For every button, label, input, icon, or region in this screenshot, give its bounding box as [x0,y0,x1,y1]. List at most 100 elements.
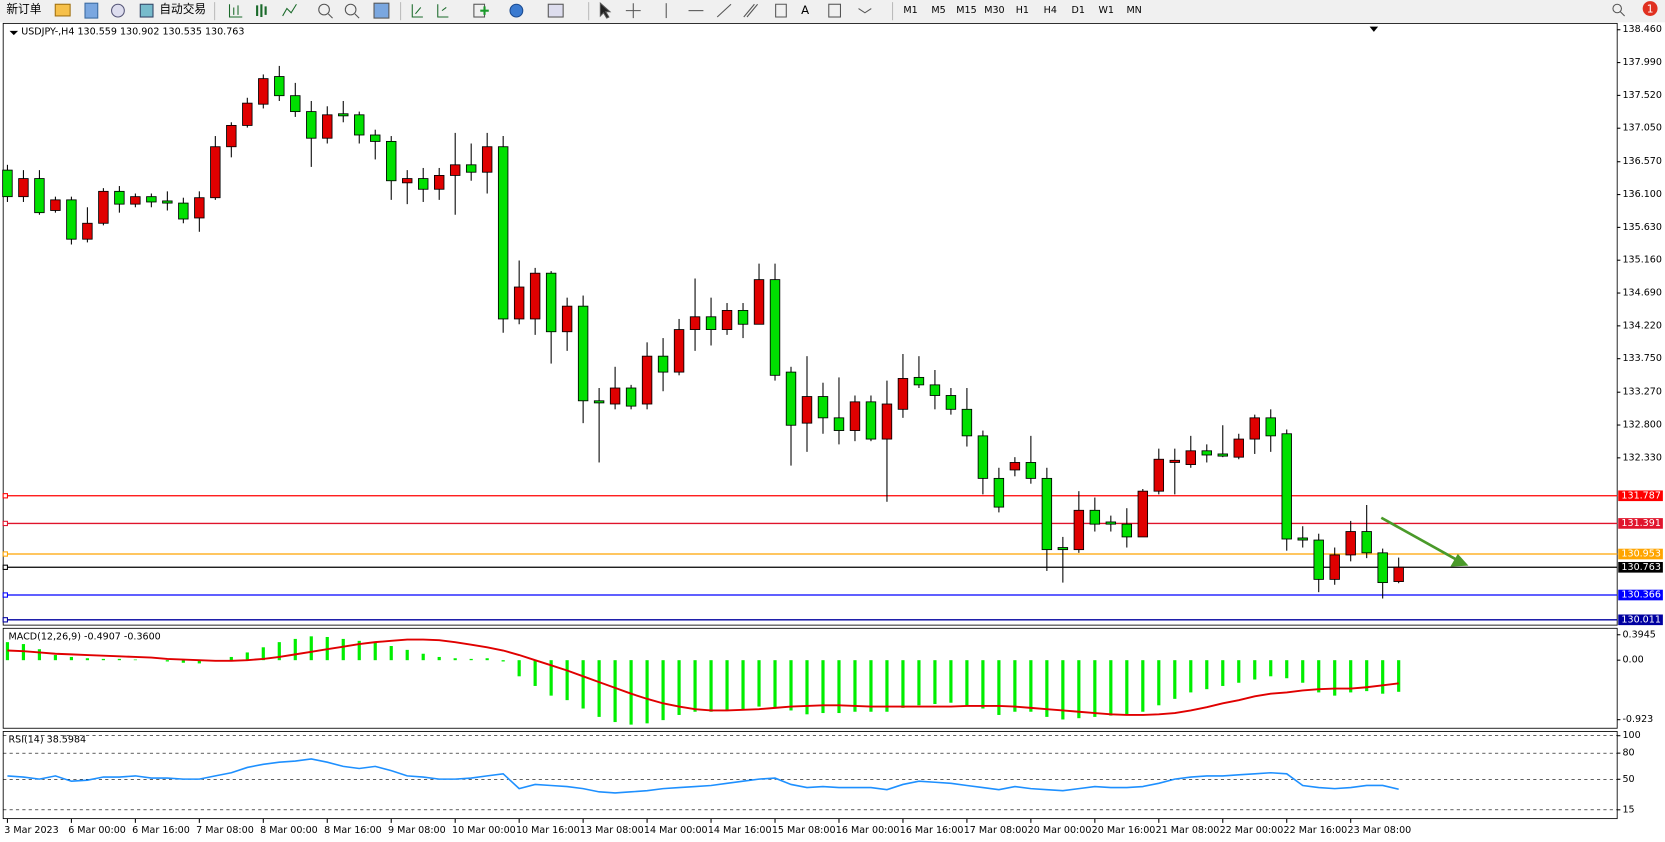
candle-body [290,95,301,113]
candle-body [865,401,877,440]
y-tick-label: 137.050 [1622,123,1661,134]
candle-body [1217,453,1228,457]
candle-body [785,371,797,426]
candle-body [98,190,109,224]
candle-body [370,134,381,142]
x-tick-label: 17 Mar 08:00 [964,825,1028,836]
x-tick-label: 9 Mar 08:00 [388,825,446,836]
candle-body [114,190,125,205]
timeframe-button[interactable]: M30 [984,5,1004,16]
candle-body [1105,521,1117,525]
timeframe-button[interactable]: W1 [1098,5,1114,16]
candle-body [1265,417,1276,437]
level-label-bg [1618,518,1663,529]
y-tick-label: 80 [1622,748,1634,759]
x-tick-label: 10 Mar 16:00 [516,825,580,836]
level-label: 130.953 [1621,549,1660,560]
candle-body [1377,552,1388,584]
x-tick-label: 14 Mar 16:00 [708,825,772,836]
level-handle [2,520,8,527]
level-label: 131.787 [1621,490,1660,501]
candle-body [418,178,429,190]
timeframe-button[interactable]: D1 [1072,5,1085,16]
candle-body [1297,537,1308,541]
candle-body [609,387,621,405]
candle-body [2,169,13,198]
candle-body [801,396,813,424]
indicator-line [7,638,1399,716]
candle-body [226,124,237,148]
shift-marker [1369,26,1379,32]
candle-body [529,272,541,320]
level-handle [2,564,8,570]
timeframe-button[interactable]: MN [1126,5,1141,16]
level-handle [2,592,8,598]
candle-body [338,113,349,117]
panel-title: MACD(12,26,9) -0.4907 -0.3600 [9,631,161,642]
candle-body [817,396,829,419]
y-tick-label: 136.100 [1622,189,1661,200]
candle-body [162,200,173,204]
toolbar-button[interactable]: 自动交易 [159,2,206,16]
candle-body [1137,490,1149,538]
trend-arrow [1380,516,1469,567]
candle-body [721,310,733,330]
candle-body [66,199,77,240]
main-panel [2,22,1618,626]
level-label-bg [1618,561,1663,573]
x-tick-label: 22 Mar 16:00 [1284,825,1348,836]
toolbar-button[interactable]: 新订单 [6,2,41,16]
notification-badge: 1 [1647,3,1654,16]
candle-body [1233,438,1244,458]
y-tick-label: 137.990 [1622,57,1661,68]
level-label: 131.391 [1621,518,1660,529]
candle-body [577,305,589,402]
candle-body [977,435,989,479]
candle-body [18,178,29,198]
candle-body [465,164,477,173]
x-tick-label: 20 Mar 16:00 [1092,825,1156,836]
candle-body [433,175,445,190]
candle-body [242,102,253,126]
timeframe-button[interactable]: H4 [1044,5,1057,16]
candle-body [737,310,749,325]
svg-text:A: A [801,3,809,17]
timeframe-button[interactable]: H1 [1016,5,1029,16]
level-handle [2,493,8,499]
y-tick-label: 15 [1622,804,1634,815]
symbol-marker [9,30,19,36]
candle-body [82,222,93,240]
candle-body [1329,554,1340,580]
candle-body [545,272,557,333]
x-tick-label: 16 Mar 16:00 [900,825,964,836]
candle-body [1025,462,1037,479]
candle-body [1313,539,1324,580]
toolbar-icons: A [54,1,1658,21]
candle-body [993,477,1005,508]
level-label-bg [1618,490,1663,502]
candle-body [833,417,845,431]
candle-body [705,316,717,330]
candle-body [449,164,461,176]
x-tick-label: 13 Mar 08:00 [580,825,644,836]
timeframe-button[interactable]: M5 [931,5,945,16]
indicator-line [7,758,1399,794]
y-tick-label: 100 [1622,730,1640,741]
timeframe-button[interactable]: M15 [956,5,976,16]
level-label-bg [1618,589,1663,601]
candle-body [769,279,781,376]
candle-body [497,146,509,320]
candle-body [130,196,141,205]
x-tick-label: 21 Mar 08:00 [1156,825,1220,836]
timeframe-button[interactable]: M1 [903,5,917,16]
x-tick-label: 8 Mar 16:00 [324,825,382,836]
y-tick-label: 50 [1622,774,1634,785]
x-tick-label: 7 Mar 08:00 [196,825,254,836]
panel-title: USDJPY-,H4 130.559 130.902 130.535 130.7… [21,26,244,37]
candle-body [1121,523,1133,538]
x-tick-label: 14 Mar 00:00 [644,825,708,836]
candle-body [1073,509,1085,551]
candle-body [146,196,157,203]
candle-body [1185,450,1196,465]
